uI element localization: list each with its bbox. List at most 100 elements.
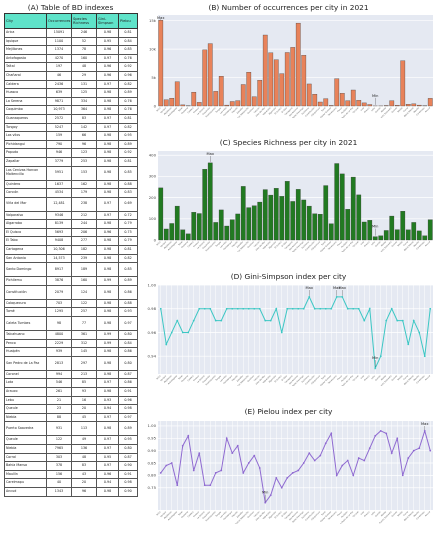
city-cell: Carelmapu — [4, 478, 47, 488]
table-row: San Pedro de La Paz 2813 297 0.98 0.80 — [4, 355, 138, 371]
table-row: Zapallar 3779 253 0.98 0.81 — [4, 156, 138, 167]
city-cell: Cartagena — [4, 245, 47, 255]
city-cell: Guanaqueros — [4, 113, 47, 124]
value-cell: 0.97 — [96, 79, 119, 90]
x-tick-label: Constitución — [305, 374, 316, 385]
value-cell: 159 — [46, 131, 72, 141]
x-tick-label: Taltal — [178, 374, 184, 380]
x-tick-label: Corral — [403, 510, 410, 517]
x-tick-label: Hualpén — [340, 240, 349, 249]
data-point — [357, 457, 360, 459]
value-cell: 0.79 — [118, 236, 138, 247]
x-tick-label: La Serena — [196, 374, 206, 384]
value-cell: 83 — [71, 113, 97, 124]
data-point — [352, 307, 355, 310]
bar — [229, 101, 235, 107]
value-cell: 9871 — [46, 96, 72, 107]
x-tick-label: San Antonio — [288, 240, 299, 251]
value-cell: 1637 — [46, 179, 72, 190]
data-point — [170, 331, 173, 334]
table-title: (A) Table of BD indexes — [27, 3, 114, 12]
value-cell: 66 — [71, 131, 97, 141]
bar — [268, 194, 274, 241]
city-cell: Hualpén — [4, 347, 47, 357]
value-cell: 0.98 — [96, 179, 119, 190]
table-row: Lota 546 85 0.97 0.86 — [4, 378, 138, 388]
value-cell: 160 — [71, 276, 97, 286]
value-cell: 2079 — [46, 284, 72, 300]
data-point — [247, 462, 250, 464]
x-tick-label: El Quisco — [275, 107, 283, 115]
data-point — [319, 454, 322, 457]
bar — [400, 60, 406, 107]
x-tick-label: Cobquecura — [310, 106, 321, 117]
x-tick-label: Quintero — [247, 240, 256, 249]
data-point — [407, 343, 410, 346]
y-tick-label: 0 — [154, 103, 157, 108]
x-tick-label: Pichidangui — [223, 107, 233, 117]
table-header-cell: Pielou — [118, 13, 138, 29]
x-tick-label: Tomé — [321, 106, 327, 112]
x-tick-label: Constitución — [305, 510, 316, 521]
value-cell: 0.98 — [96, 236, 119, 247]
value-cell: 0.97 — [96, 113, 119, 124]
x-tick-label: La Serena — [196, 106, 206, 116]
data-point — [352, 474, 355, 477]
x-tick-label: Valparaíso — [262, 106, 272, 116]
value-cell: 88 — [46, 412, 72, 423]
x-tick-label: Zapallar — [236, 240, 244, 248]
value-cell: 40 — [46, 478, 72, 488]
value-cell: 303 — [46, 452, 72, 463]
x-tick-label: Niebla — [381, 107, 387, 113]
x-tick-label: Pichilemu — [302, 375, 311, 384]
data-point — [214, 319, 217, 322]
value-cell: 136 — [71, 443, 97, 454]
value-cell: 10,306 — [46, 245, 72, 255]
value-cell: 0.97 — [96, 122, 119, 133]
x-tick-label: Niebla — [381, 375, 387, 381]
data-point — [280, 486, 283, 489]
table-body: Arica 15091 246 0.98 0.81 Iquique 1100 52 0.95 0.… — [4, 28, 138, 497]
bar — [345, 100, 351, 107]
x-tick-label: Mejillones — [164, 241, 172, 249]
table-row: Lebu 21 16 0.93 0.96 — [4, 395, 138, 406]
table-row: Las Cenizas Horcon Maitencillo 5951 153 0.9… — [4, 165, 138, 181]
y-tick-label: 10k — [149, 46, 157, 51]
city-cell: Coquimbo — [4, 105, 47, 115]
bar — [317, 101, 323, 107]
bar — [246, 207, 252, 241]
bar — [312, 94, 318, 107]
bar — [163, 99, 169, 107]
bar — [361, 221, 367, 241]
x-tick-label: Algarrobo — [268, 510, 278, 520]
bar — [235, 213, 241, 241]
value-cell: 0.98 — [96, 347, 119, 357]
value-cell: 0.82 — [118, 253, 138, 264]
x-tick-label: Viña del Mar — [255, 106, 266, 117]
x-tick-label: Maullín — [413, 240, 421, 248]
value-cell: 3876 — [46, 276, 72, 286]
city-cell: Arauco — [4, 387, 47, 397]
x-tick-label: Bahía Mansa — [403, 106, 415, 118]
y-tick-label: 0.90 — [148, 448, 157, 453]
city-cell: Caldera — [4, 79, 47, 90]
city-cell: Queule — [4, 435, 47, 445]
data-point — [280, 331, 283, 334]
table-row: Algarrobo 8139 244 0.98 0.79 — [4, 219, 138, 229]
table-row: Caleta Tumbes 98 77 0.98 0.97 — [4, 316, 138, 332]
value-cell: 0.76 — [118, 53, 138, 64]
value-cell: 48 — [71, 452, 97, 463]
x-tick-label: Caldera — [187, 240, 195, 248]
x-tick-label: Papudo — [232, 107, 239, 114]
x-tick-label: Coquimbo — [202, 511, 211, 520]
table-row: Niebla 7965 136 0.97 0.80 — [4, 443, 138, 454]
value-cell: 156 — [46, 469, 72, 480]
x-tick-label: Arauco — [363, 240, 371, 248]
x-tick-label: Corral — [403, 374, 410, 381]
bar — [218, 76, 224, 107]
data-point — [390, 452, 393, 455]
x-tick-label: Niebla — [398, 511, 404, 517]
value-cell: 0.90 — [118, 486, 138, 497]
value-cell: 334 — [71, 96, 97, 107]
x-tick-label: Carelmapu — [416, 106, 426, 116]
